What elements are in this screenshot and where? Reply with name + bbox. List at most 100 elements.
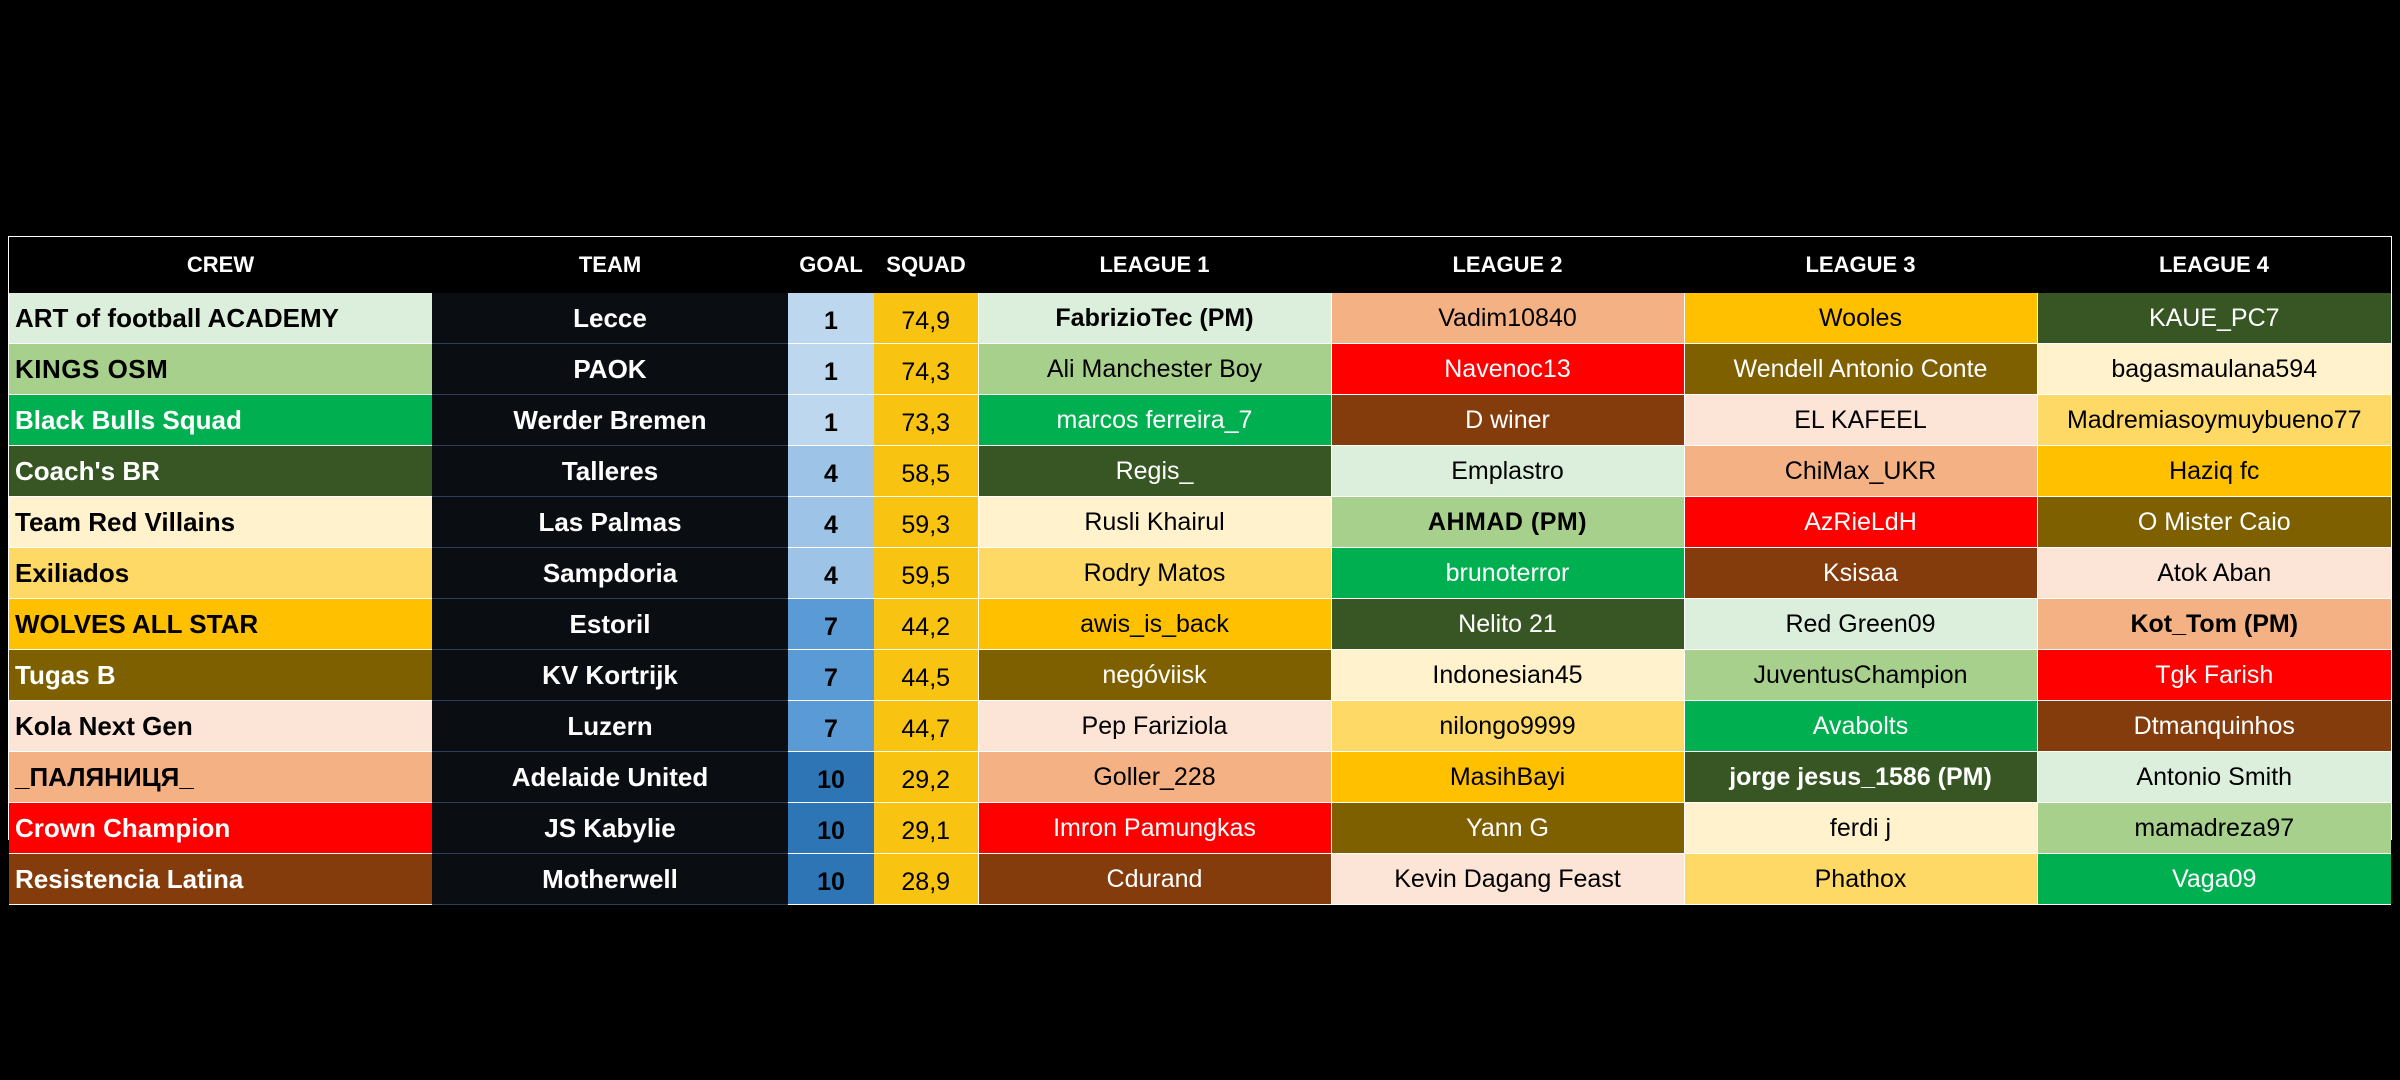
crew-cell: ART of football ACADEMY [9,293,432,344]
league-2-cell: brunoterror [1330,547,1684,599]
squad-cell: 73,3 [874,394,978,446]
header-league-2: LEAGUE 2 [1331,237,1684,293]
squad-cell: 58,5 [874,445,978,497]
squad-cell: 44,7 [874,700,978,752]
league-4-cell: Kot_Tom (PM) [2036,598,2391,650]
team-cell: Lecce [432,293,788,344]
league-3-cell: AzRieLdH [1683,496,2037,548]
crew-cell: Crown Champion [9,802,432,854]
header-league-1: LEAGUE 1 [978,237,1331,293]
goal-cell: 7 [788,700,874,752]
team-cell: Estoril [432,598,788,650]
league-3-cell: JuventusChampion [1683,649,2037,701]
team-cell: KV Kortrijk [432,649,788,701]
league-1-cell: Rodry Matos [977,547,1331,599]
league-3-cell: Wooles [1683,293,2037,344]
league-1-cell: marcos ferreira_7 [977,394,1331,446]
squad-cell: 29,1 [874,802,978,854]
crew-cell: WOLVES ALL STAR [9,598,432,650]
league-3-cell: Avabolts [1683,700,2037,752]
league-2-cell: Indonesian45 [1330,649,1684,701]
goal-cell: 1 [788,394,874,446]
crew-cell: Kola Next Gen [9,700,432,752]
league-4-cell: Dtmanquinhos [2036,700,2391,752]
league-4-cell: Haziq fc [2036,445,2391,497]
header-team: TEAM [432,237,788,293]
league-1-cell: Cdurand [977,853,1331,905]
table-row: Crown Champion JS Kabylie 10 29,1 Imron Pamu… [9,802,2391,854]
squad-cell: 29,2 [874,751,978,803]
league-1-cell: awis_is_back [977,598,1331,650]
league-4-cell: Tgk Farish [2036,649,2391,701]
table-row: Team Red Villains Las Palmas 4 59,3 Rusli Kh… [9,496,2391,548]
league-2-cell: Navenoc13 [1330,343,1684,395]
crew-cell: Team Red Villains [9,496,432,548]
league-1-cell: Goller_228 [977,751,1331,803]
team-cell: Sampdoria [432,547,788,599]
table-row: Black Bulls Squad Werder Bremen 1 73,3 marco… [9,394,2391,446]
goal-cell: 10 [788,853,874,905]
goal-cell: 10 [788,751,874,803]
team-cell: Werder Bremen [432,394,788,446]
goal-cell: 4 [788,445,874,497]
league-2-cell: D winer [1330,394,1684,446]
league-3-cell: ferdi j [1683,802,2037,854]
squad-cell: 74,9 [874,293,978,344]
league-2-cell: nilongo9999 [1330,700,1684,752]
squad-cell: 74,3 [874,343,978,395]
league-4-cell: Atok Aban [2036,547,2391,599]
table-row: Coach's BR Talleres 4 58,5 Regis_ Emplastro Ch… [9,445,2391,497]
league-4-cell: bagasmaulana594 [2036,343,2391,395]
league-3-cell: ChiMax_UKR [1683,445,2037,497]
league-1-cell: Pep Fariziola [977,700,1331,752]
crew-cell: Resistencia Latina [9,853,432,905]
team-cell: Motherwell [432,853,788,905]
league-2-cell: Vadim10840 [1330,293,1684,344]
table-row: WOLVES ALL STAR Estoril 7 44,2 awis_is_back N… [9,598,2391,650]
crew-cell: KINGS OSM [9,343,432,395]
team-cell: Adelaide United [432,751,788,803]
goal-cell: 1 [788,293,874,344]
league-2-cell: Kevin Dagang Feast [1330,853,1684,905]
table-row: KINGS OSM PAOK 1 74,3 Ali Manchester Boy Nave… [9,343,2391,395]
crew-cell: Black Bulls Squad [9,394,432,446]
squad-cell: 59,3 [874,496,978,548]
table-row: ART of football ACADEMY Lecce 1 74,9 Fabrizi… [9,293,2391,344]
league-3-cell: EL KAFEEL [1683,394,2037,446]
league-2-cell: Nelito 21 [1330,598,1684,650]
league-1-cell: Rusli Khairul [977,496,1331,548]
header-league-3: LEAGUE 3 [1684,237,2037,293]
crew-cell: Coach's BR [9,445,432,497]
league-4-cell: O Mister Caio [2036,496,2391,548]
team-cell: JS Kabylie [432,802,788,854]
team-cell: Luzern [432,700,788,752]
league-3-cell: Red Green09 [1683,598,2037,650]
league-3-cell: Wendell Antonio Conte [1683,343,2037,395]
squad-cell: 59,5 [874,547,978,599]
league-4-cell: Vaga09 [2036,853,2391,905]
crew-league-table: CREW TEAM GOAL SQUAD LEAGUE 1 LEAGUE 2 L… [9,237,2391,905]
league-1-cell: Imron Pamungkas [977,802,1331,854]
league-1-cell: FabrizioTec (PM) [977,293,1331,344]
crew-cell: Exiliados [9,547,432,599]
goal-cell: 7 [788,598,874,650]
goal-cell: 10 [788,802,874,854]
goal-cell: 4 [788,496,874,548]
league-1-cell: Ali Manchester Boy [977,343,1331,395]
goal-cell: 1 [788,343,874,395]
league-1-cell: negóviisk [977,649,1331,701]
goal-cell: 4 [788,547,874,599]
league-4-cell: KAUE_PC7 [2036,293,2391,344]
table-row: Kola Next Gen Luzern 7 44,7 Pep Fariziola nil… [9,700,2391,752]
team-cell: Talleres [432,445,788,497]
crew-cell: Tugas B [9,649,432,701]
table-row: Resistencia Latina Motherwell 10 28,9 Cduran… [9,853,2391,905]
crew-league-table-sheet: CREW TEAM GOAL SQUAD LEAGUE 1 LEAGUE 2 L… [8,236,2392,905]
table-row: _ПАЛЯНИЦЯ_ Adelaide United 10 29,2 Goller_22… [9,751,2391,803]
squad-cell: 28,9 [874,853,978,905]
league-2-cell: MasihBayi [1330,751,1684,803]
league-4-cell: mamadreza97 [2036,802,2391,854]
league-4-cell: Antonio Smith [2036,751,2391,803]
league-1-cell: Regis_ [977,445,1331,497]
squad-cell: 44,5 [874,649,978,701]
